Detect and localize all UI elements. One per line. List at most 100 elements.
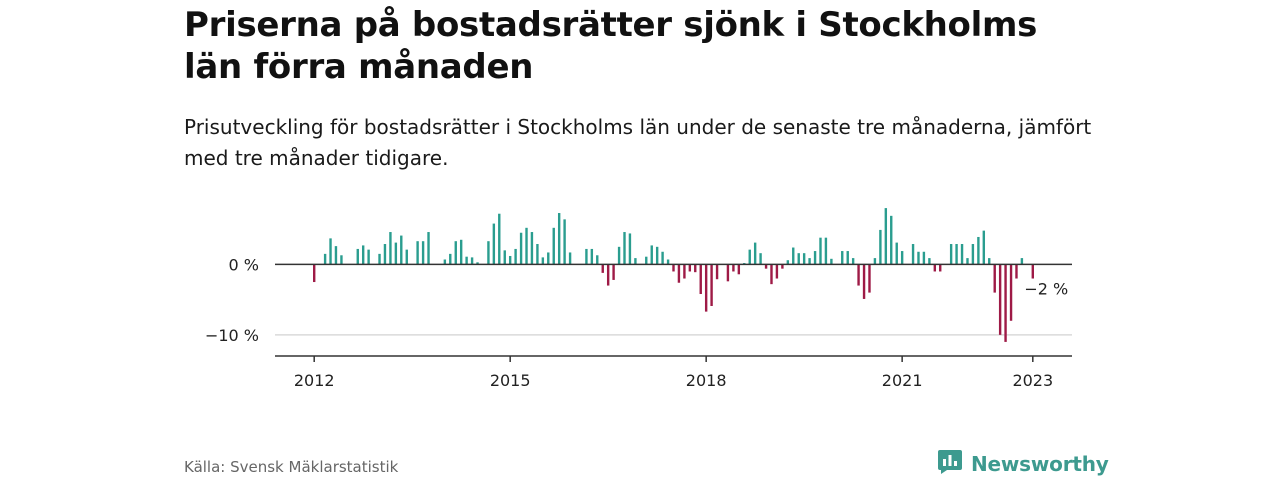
bar-108 xyxy=(982,230,986,265)
bar-94 xyxy=(895,242,898,265)
bar-109 xyxy=(988,258,991,265)
bar-88 xyxy=(862,264,866,299)
bar-99 xyxy=(928,258,931,265)
bar-8 xyxy=(378,253,381,265)
bar-84 xyxy=(841,251,844,265)
bar-76 xyxy=(792,247,795,265)
bar-19 xyxy=(454,241,457,265)
x-tick-label: 2021 xyxy=(882,371,923,390)
bar-40 xyxy=(585,248,588,265)
bar-42 xyxy=(596,255,599,265)
bar-27 xyxy=(503,250,506,265)
bar-2 xyxy=(329,238,332,265)
bar-90 xyxy=(873,258,877,265)
bar-23 xyxy=(476,262,479,265)
bar-1 xyxy=(323,253,327,265)
bar-105 xyxy=(966,258,969,265)
bar-18 xyxy=(449,253,452,265)
bar-6 xyxy=(361,245,365,265)
bar-52 xyxy=(655,246,659,265)
bar-106 xyxy=(971,244,975,265)
bar-12 xyxy=(400,235,403,265)
bar-114 xyxy=(1015,264,1018,279)
bar-72 xyxy=(770,264,773,285)
bar-46 xyxy=(617,246,621,265)
bar-11 xyxy=(394,242,398,265)
bar-83 xyxy=(830,258,833,265)
bar-87 xyxy=(857,264,860,286)
bars-layer xyxy=(313,208,1034,342)
bar-3 xyxy=(334,246,338,265)
bar-36 xyxy=(552,227,555,265)
bar-98 xyxy=(922,251,926,265)
bar-49 xyxy=(634,258,637,265)
bar-13 xyxy=(405,249,408,265)
bar-17 xyxy=(443,259,447,265)
bar-95 xyxy=(900,251,904,265)
bar-107 xyxy=(977,236,980,265)
bar-66 xyxy=(737,264,741,275)
source-note: Källa: Svensk Mäklarstatistik xyxy=(184,458,399,476)
bar-44 xyxy=(606,264,610,286)
bar-103 xyxy=(955,244,958,265)
bar-25 xyxy=(492,223,496,265)
bar-102 xyxy=(949,244,953,265)
bar-112 xyxy=(1004,264,1007,342)
bar-96 xyxy=(911,244,915,265)
bar-73 xyxy=(775,264,779,279)
bar-55 xyxy=(672,264,675,272)
last-value-label: −2 % xyxy=(1024,280,1068,299)
bar-91 xyxy=(879,229,882,265)
bar-64 xyxy=(726,264,730,282)
bar-35 xyxy=(547,252,550,265)
bar-54 xyxy=(666,259,670,265)
bar-47 xyxy=(623,232,626,265)
bar-56 xyxy=(677,264,681,283)
bar-38 xyxy=(563,219,566,265)
bar-68 xyxy=(748,249,751,265)
bar-77 xyxy=(797,253,800,265)
bar-28 xyxy=(508,255,512,265)
bar-92 xyxy=(884,208,888,265)
bar-53 xyxy=(661,251,664,265)
bar-70 xyxy=(759,253,762,265)
x-tick-label: 2023 xyxy=(1012,371,1053,390)
x-tick-label: 2018 xyxy=(686,371,727,390)
bar-15 xyxy=(421,241,425,265)
bar-48 xyxy=(628,233,632,265)
bar-78 xyxy=(802,253,806,265)
bar-82 xyxy=(824,237,828,265)
bar-chart: 0 % −10 % 2012 2015 2018 2021 2023 −2 % xyxy=(205,208,1072,390)
bar-39 xyxy=(568,252,572,265)
bar-58 xyxy=(688,264,692,272)
bar-30 xyxy=(519,232,523,265)
bar-0 xyxy=(313,264,316,283)
bar-31 xyxy=(525,227,528,265)
bar-16 xyxy=(427,232,430,265)
newsworthy-logo-icon xyxy=(937,449,963,479)
x-tick-label: 2012 xyxy=(294,371,335,390)
bar-45 xyxy=(612,264,615,280)
bar-4 xyxy=(340,255,343,265)
chart-subtitle: Prisutveckling för bostadsrätter i Stock… xyxy=(184,115,1092,170)
brand-logo[interactable]: Newsworthy xyxy=(937,449,1109,479)
bar-62 xyxy=(710,264,713,306)
bar-115 xyxy=(1020,258,1024,265)
bar-24 xyxy=(487,241,490,265)
bar-9 xyxy=(383,244,387,265)
x-tick-label: 2015 xyxy=(490,371,531,390)
bar-41 xyxy=(590,248,594,265)
bar-89 xyxy=(868,264,871,293)
bar-61 xyxy=(704,264,708,312)
bar-63 xyxy=(715,264,719,280)
bar-104 xyxy=(960,244,964,265)
bar-22 xyxy=(470,257,474,265)
bar-101 xyxy=(939,264,942,272)
bar-97 xyxy=(917,251,920,265)
bar-29 xyxy=(514,248,517,265)
bar-93 xyxy=(890,215,893,265)
bar-51 xyxy=(650,245,653,265)
brand-name: Newsworthy xyxy=(971,452,1109,476)
chart-title: Priserna på bostadsrätter sjönk i Stockh… xyxy=(184,5,1038,87)
bar-113 xyxy=(1009,264,1013,321)
